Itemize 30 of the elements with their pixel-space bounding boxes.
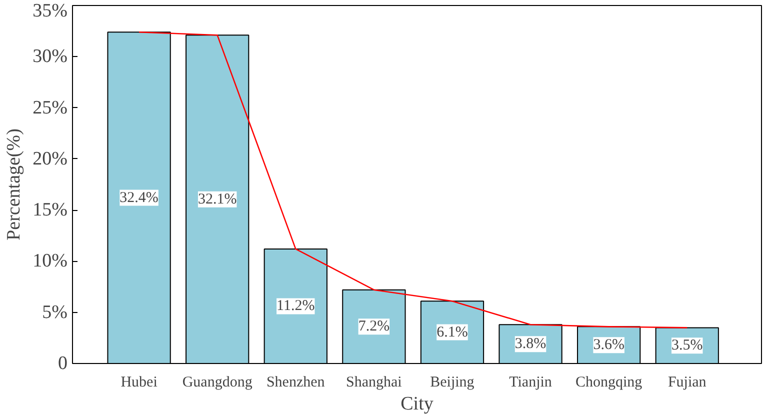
y-tick-label: 15% [32, 200, 68, 221]
data-label: 6.1% [436, 324, 468, 340]
y-tick-label: 35% [32, 0, 68, 22]
bar [264, 248, 328, 364]
data-label: 11.2% [276, 298, 315, 314]
y-tick-label: 25% [32, 97, 68, 118]
data-label: 32.4% [120, 190, 158, 206]
x-tick-label: Chongqing [575, 374, 643, 390]
bar [342, 289, 406, 364]
data-label: 3.6% [593, 337, 624, 354]
y-tick-label: 0 [58, 353, 68, 374]
x-tick-label: Fujian [668, 374, 707, 390]
x-tick-label: Hubei [120, 374, 158, 390]
x-axis-title: City [400, 394, 434, 414]
y-axis-title: Percentage(%) [4, 128, 25, 240]
y-tick-label: 10% [32, 250, 68, 272]
data-label: 7.2% [358, 318, 390, 335]
x-tick-label: Tianjin [509, 374, 552, 390]
data-label: 3.5% [671, 338, 703, 354]
y-tick-label: 5% [42, 302, 68, 323]
x-tick-label: Beijing [430, 374, 475, 390]
bar [107, 32, 171, 364]
x-tick-label: Shanghai [346, 374, 402, 390]
x-tick-label: Guangdong [182, 374, 253, 390]
y-tick-label: 30% [32, 46, 68, 68]
y-tick-label: 20% [32, 148, 68, 170]
x-tick-label: Shenzhen [266, 374, 326, 390]
data-label: 32.1% [198, 191, 237, 208]
data-label: 3.8% [514, 336, 546, 352]
bar [186, 34, 250, 364]
